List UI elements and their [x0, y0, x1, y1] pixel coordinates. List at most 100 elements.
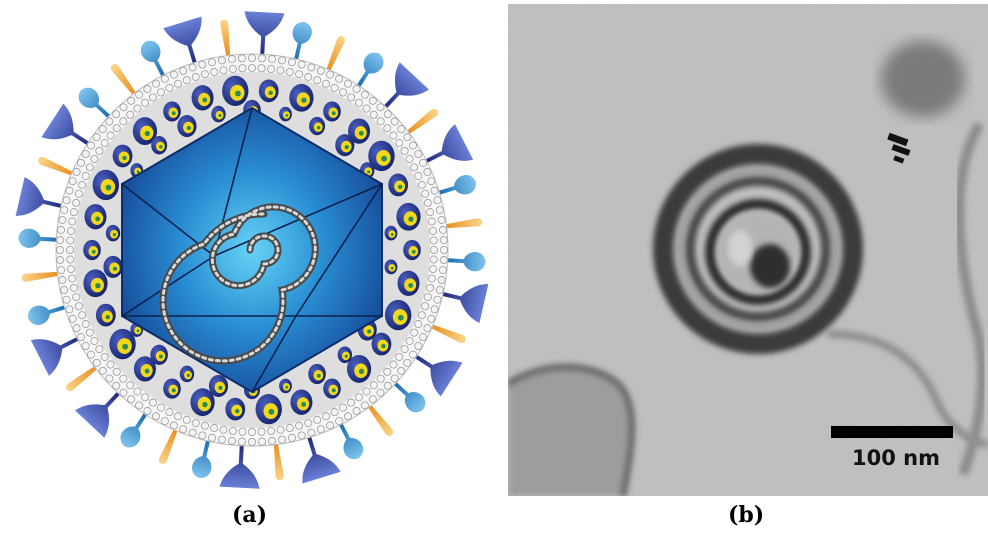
membrane-bead — [151, 412, 160, 421]
tegument-protein — [384, 299, 412, 331]
membrane-bead — [347, 398, 356, 407]
glycoprotein-spike — [159, 429, 178, 464]
tegument-protein — [279, 378, 292, 394]
glycoprotein-spike — [425, 124, 474, 163]
micrograph-panel: 100 nm — [508, 4, 988, 496]
membrane-bead — [389, 360, 398, 369]
membrane-bead — [278, 435, 287, 444]
membrane-bead — [69, 208, 78, 217]
tegument-protein — [384, 225, 398, 241]
membrane-bead — [360, 90, 369, 99]
membrane-bead — [66, 226, 75, 235]
membrane-bead — [427, 217, 436, 226]
membrane-bead — [368, 96, 377, 105]
membrane-bead — [58, 276, 67, 285]
caption-b: (b) — [728, 502, 765, 528]
membrane-bead — [429, 265, 438, 274]
membrane-bead — [390, 117, 399, 126]
membrane-bead — [417, 180, 426, 189]
membrane-bead — [60, 285, 69, 294]
membrane-bead — [74, 302, 83, 311]
membrane-bead — [304, 72, 313, 81]
membrane-bead — [112, 381, 121, 390]
membrane-bead — [322, 412, 331, 421]
membrane-bead — [376, 374, 385, 383]
tegument-protein — [211, 105, 226, 123]
membrane-bead — [338, 88, 347, 97]
membrane-bead — [352, 84, 361, 93]
membrane-bead — [208, 58, 217, 67]
membrane-bead — [326, 70, 335, 79]
membrane-bead — [258, 437, 267, 446]
dna-genome — [159, 203, 319, 365]
membrane-bead — [148, 93, 157, 102]
membrane-bead — [90, 336, 99, 345]
membrane-bead — [343, 412, 352, 421]
membrane-bead — [383, 381, 392, 390]
membrane-bead — [414, 320, 423, 329]
glycoprotein-spike — [302, 436, 341, 484]
micrograph-image: 100 nm — [508, 4, 988, 496]
membrane-bead — [105, 117, 114, 126]
membrane-bead — [257, 64, 266, 73]
membrane-bead — [179, 66, 188, 75]
glycoprotein-spike — [442, 284, 489, 324]
membrane-bead — [247, 437, 256, 446]
glycoprotein-spike — [15, 176, 62, 216]
membrane-bead — [383, 367, 392, 376]
glycoprotein-spikes — [15, 11, 489, 489]
membrane-bead — [419, 333, 428, 342]
membrane-bead — [316, 66, 325, 75]
membrane-bead — [304, 419, 313, 428]
membrane-bead — [191, 419, 200, 428]
tegument-protein — [371, 332, 392, 356]
membrane-bead — [133, 104, 142, 113]
membrane-bead — [127, 395, 136, 404]
membrane-bead — [78, 311, 87, 320]
membrane-bead — [169, 421, 178, 430]
glycoprotein-spike — [140, 40, 165, 77]
membrane-bead — [173, 412, 182, 421]
membrane-bead — [410, 163, 419, 172]
membrane-bead — [81, 341, 90, 350]
glycoprotein-spike — [110, 64, 136, 95]
membrane-bead — [56, 235, 65, 244]
tegument-protein — [258, 79, 279, 103]
membrane-bead — [200, 421, 209, 430]
membrane-bead — [143, 407, 152, 416]
membrane-bead — [427, 274, 436, 283]
glycoprotein-spike — [438, 174, 476, 195]
tegument-protein — [179, 365, 195, 383]
membrane-bead — [56, 256, 65, 265]
membrane-bead — [217, 435, 226, 444]
membrane-bead — [188, 428, 197, 437]
tegument-protein — [84, 204, 107, 230]
membrane-bead — [72, 293, 81, 302]
glycoprotein-spike — [220, 19, 231, 56]
glycoprotein-spike — [21, 271, 58, 282]
membrane-bead — [376, 103, 385, 112]
membrane-bead — [57, 266, 66, 275]
membrane-bead — [439, 256, 448, 265]
membrane-bead — [98, 125, 107, 134]
membrane-bead — [426, 283, 435, 292]
tegument-protein — [222, 75, 249, 107]
vesicle-top-right — [881, 41, 965, 117]
membrane-bead — [427, 314, 436, 323]
tegument-protein — [346, 354, 372, 383]
membrane-bead — [141, 98, 150, 107]
membrane-bead — [165, 83, 174, 92]
membrane-bead — [217, 56, 226, 65]
membrane-bead — [208, 433, 217, 442]
glycoprotein-spike — [326, 36, 345, 71]
membrane-bead — [400, 146, 409, 155]
membrane-bead — [421, 189, 430, 198]
membrane-bead — [326, 421, 335, 430]
tegument-protein — [163, 101, 181, 122]
membrane-bead — [237, 54, 246, 63]
membrane-bead — [227, 436, 236, 445]
membrane-bead — [143, 84, 152, 93]
membrane-bead — [119, 374, 128, 383]
membrane-bead — [287, 433, 296, 442]
scale-bar — [831, 426, 953, 438]
